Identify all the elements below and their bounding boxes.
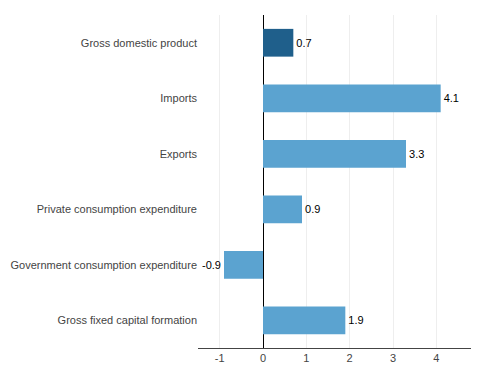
svg-text:1: 1: [303, 352, 309, 364]
svg-text:Gross domestic product: Gross domestic product: [81, 37, 197, 49]
svg-text:-0.9: -0.9: [202, 259, 221, 271]
svg-text:3: 3: [390, 352, 396, 364]
svg-text:0.7: 0.7: [296, 37, 311, 49]
svg-text:4.1: 4.1: [444, 92, 459, 104]
svg-text:Private consumption expenditur: Private consumption expenditure: [37, 203, 197, 215]
svg-text:Gross fixed capital formation: Gross fixed capital formation: [58, 314, 197, 326]
svg-text:0.9: 0.9: [305, 203, 320, 215]
svg-text:1.9: 1.9: [348, 314, 363, 326]
svg-text:3.3: 3.3: [409, 148, 424, 160]
svg-text:0: 0: [260, 352, 266, 364]
svg-text:-1: -1: [215, 352, 225, 364]
svg-text:2: 2: [347, 352, 353, 364]
svg-text:Imports: Imports: [160, 92, 197, 104]
svg-text:Government consumption expendi: Government consumption expenditure: [11, 259, 198, 271]
svg-text:Exports: Exports: [160, 148, 198, 160]
svg-text:4: 4: [433, 352, 439, 364]
